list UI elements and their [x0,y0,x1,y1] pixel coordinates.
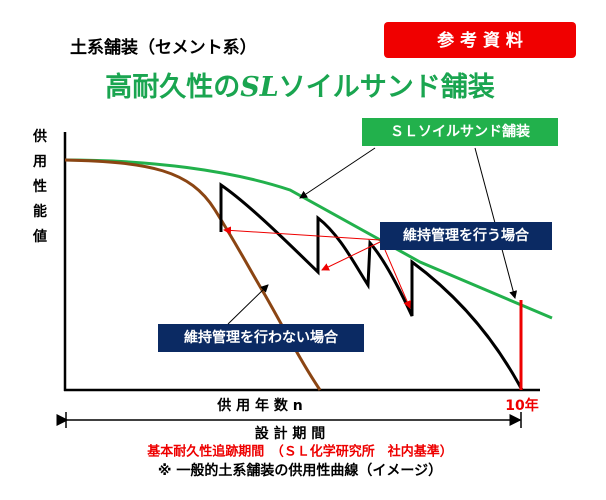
badge-box [384,22,576,58]
label: ＳＬソイルサンド舗装 [390,123,531,140]
y-axis-label-char: 能 [33,203,47,220]
arrow [223,226,381,241]
title-part: SL [240,72,278,103]
maintenance-curve [219,182,524,391]
arrow [384,249,411,309]
x-axis-end: 10年 [505,397,538,414]
arrow [227,284,269,325]
arrow [321,241,381,271]
badge: 参 考 資 料 [437,30,523,51]
label: 維持管理を行わない場合 [184,329,339,346]
arrow [299,147,376,199]
y-axis-label-char: 用 [33,154,47,170]
subtitle: 土系舗装（セメント系） [70,37,257,58]
design-period: 設 計 期 間 [255,425,326,442]
y-axis-label-char: 値 [32,228,47,245]
label-box [362,118,558,146]
title-part: ソイルサンド舗装 [279,72,495,103]
label: 維持管理を行う場合 [403,227,530,244]
title-part: 高耐久性の [105,71,240,103]
footnote: ※ 一般的土系舗装の供用性曲線（イメージ） [158,462,442,479]
label-box [158,324,364,352]
title: 高耐久性のSLソイルサンド舗装 [105,71,494,103]
x-axis-label: 供 用 年 数 n [216,397,302,414]
y-axis-label-char: 供 [32,128,47,145]
no-maintenance-curve [64,158,322,391]
basis: 基本耐久性追跡期間 （ＳＬ化学研究所 社内基準） [146,444,453,460]
label-box [380,222,552,250]
y-axis-label-char: 性 [33,178,47,195]
